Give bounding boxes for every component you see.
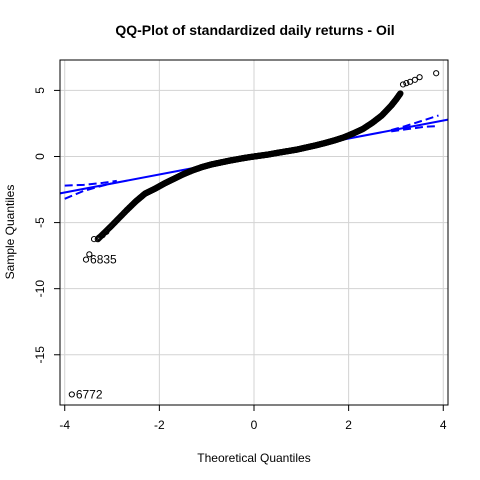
sample-point <box>82 256 90 263</box>
x-tick-label: 2 <box>345 418 352 432</box>
y-axis: -15 -10 -5 0 5 <box>33 87 60 364</box>
sample-point <box>399 81 407 88</box>
sample-point <box>403 80 410 87</box>
sample-points <box>68 70 440 398</box>
confidence-band-line <box>64 181 118 200</box>
grid-lines <box>60 60 448 405</box>
confidence-band-line <box>64 179 117 187</box>
y-tick-label: 5 <box>33 87 47 94</box>
y-axis-label: Sample Quantiles <box>3 185 17 280</box>
sample-point <box>433 70 440 77</box>
x-axis-label: Theoretical Quantiles <box>197 451 310 465</box>
y-tick-label: -10 <box>33 280 47 298</box>
y-tick-label: 0 <box>33 153 47 160</box>
sample-point <box>397 90 404 97</box>
sample-point <box>68 391 75 398</box>
y-tick-label: -15 <box>33 346 47 364</box>
confidence-band-line <box>391 125 439 133</box>
sample-point <box>411 76 418 83</box>
x-tick-label: -2 <box>154 418 165 432</box>
outlier-labels: 6772 6835 <box>76 253 117 402</box>
y-tick-label: -5 <box>33 217 47 228</box>
sample-point <box>416 74 423 81</box>
x-tick-label: 4 <box>440 418 447 432</box>
sample-point <box>103 228 110 235</box>
outlier-label: 6772 <box>76 387 103 401</box>
sample-point <box>99 232 106 239</box>
x-tick-label: -4 <box>59 418 70 432</box>
chart-title: QQ-Plot of standardized daily returns - … <box>115 22 394 38</box>
x-axis: -4 -2 0 2 4 <box>59 405 447 432</box>
sample-point <box>86 251 93 258</box>
outlier-label: 6835 <box>90 253 117 267</box>
x-tick-label: 0 <box>251 418 258 432</box>
